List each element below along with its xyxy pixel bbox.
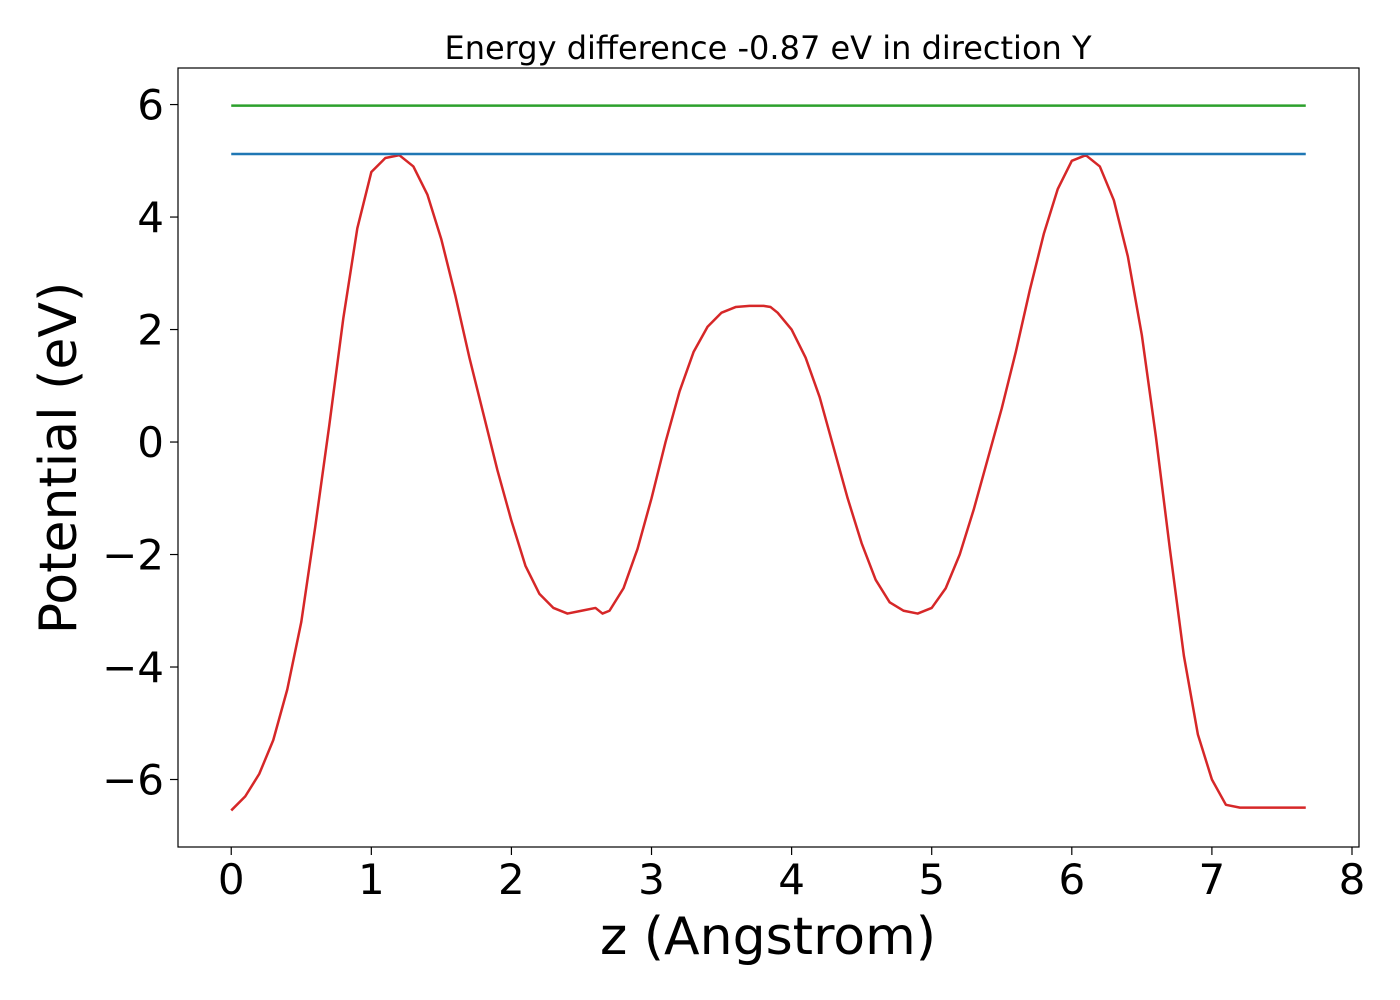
- x-tick-label: 8: [1339, 855, 1366, 904]
- x-axis-label: z (Angstrom): [600, 907, 936, 967]
- y-tick-label: −4: [102, 643, 164, 692]
- x-tick-label: 4: [778, 855, 805, 904]
- chart-title: Energy difference -0.87 eV in direction …: [444, 29, 1091, 67]
- x-axis-ticks: 0 1 2 3 4 5 6 7 8: [218, 847, 1365, 904]
- y-tick-label: 6: [137, 81, 164, 130]
- y-tick-label: −6: [102, 756, 164, 805]
- y-tick-label: 0: [137, 418, 164, 467]
- x-tick-label: 7: [1199, 855, 1226, 904]
- y-tick-label: 2: [137, 306, 164, 355]
- y-axis-label: Potential (eV): [29, 282, 89, 634]
- y-axis-ticks: −6 −4 −2 0 2 4 6: [102, 81, 178, 805]
- x-tick-label: 1: [358, 855, 385, 904]
- plot-frame: [177, 67, 1360, 848]
- plot-area: [230, 104, 1306, 812]
- y-tick-label: −2: [102, 531, 164, 580]
- x-tick-label: 0: [218, 855, 245, 904]
- x-tick-label: 5: [918, 855, 945, 904]
- x-tick-label: 3: [638, 855, 665, 904]
- series-line-0: [230, 153, 1306, 812]
- x-tick-label: 2: [498, 855, 525, 904]
- y-tick-label: 4: [137, 193, 164, 242]
- x-tick-label: 6: [1058, 855, 1085, 904]
